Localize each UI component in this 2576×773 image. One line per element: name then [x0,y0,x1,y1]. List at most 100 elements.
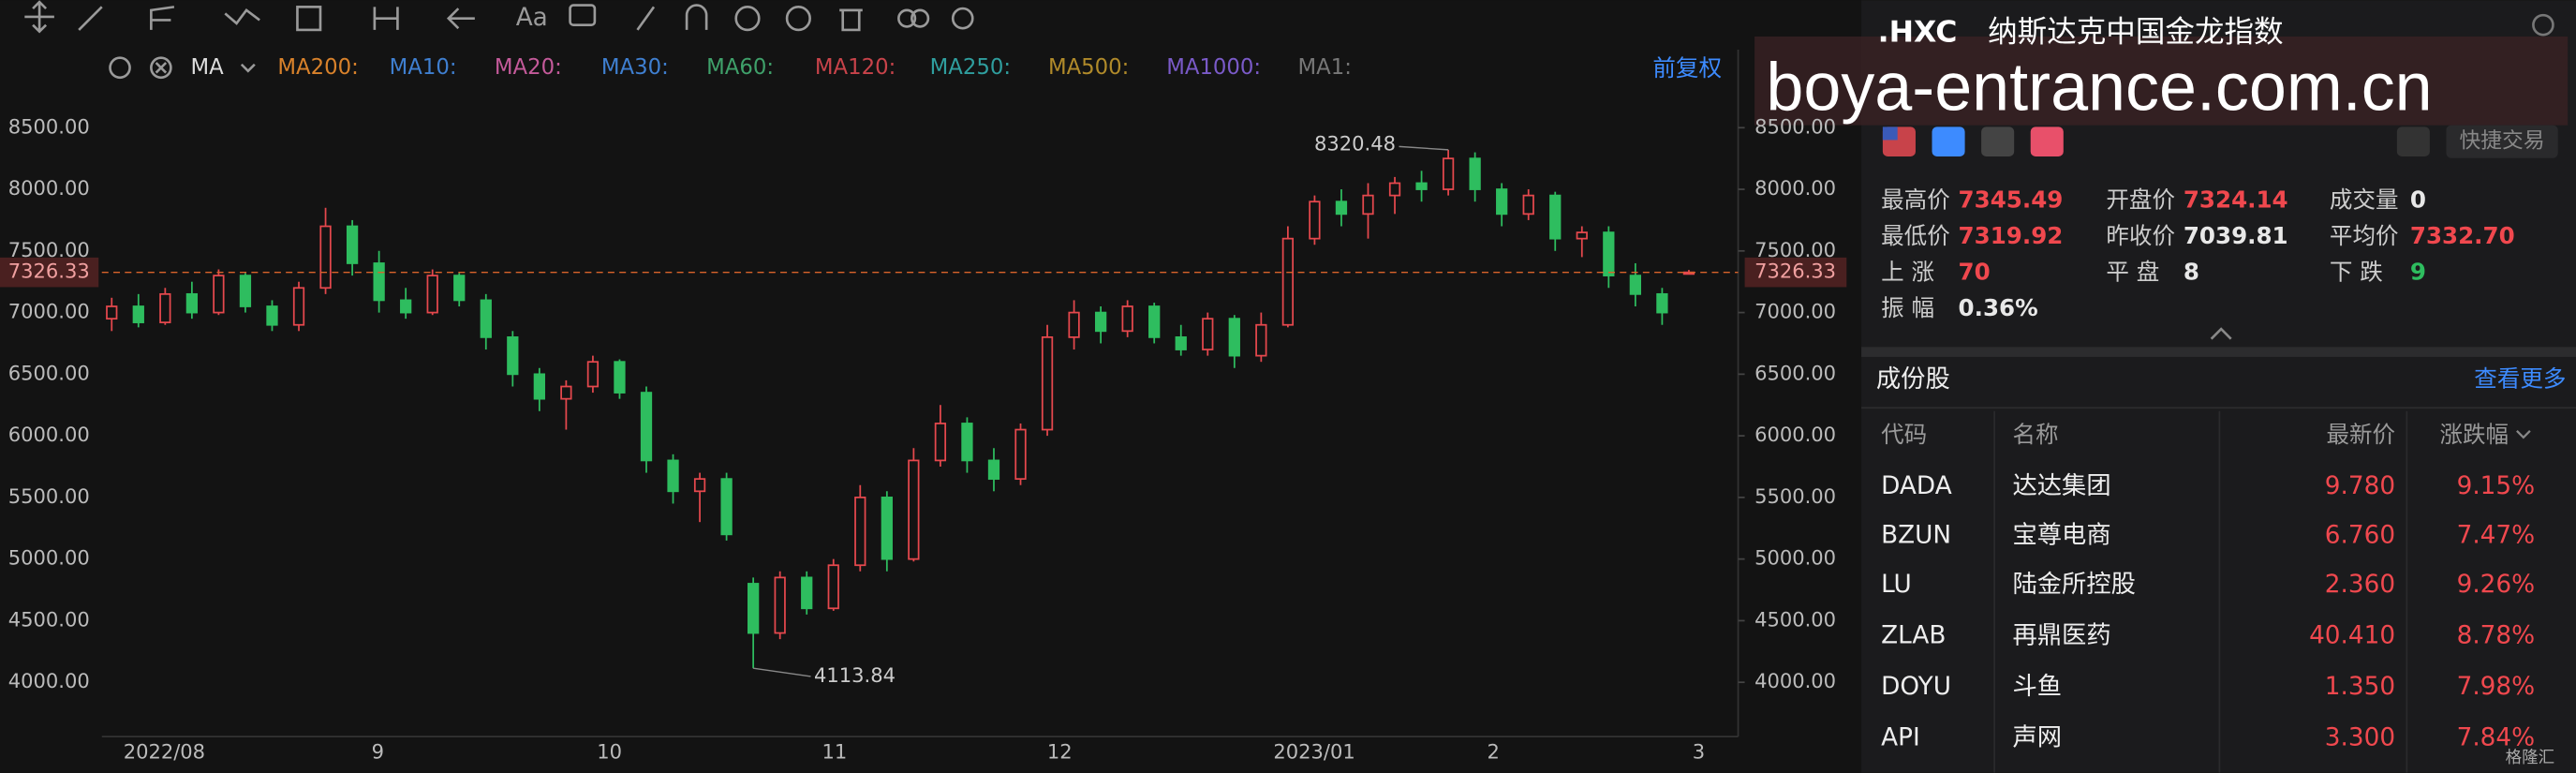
wave-tool[interactable] [224,8,260,25]
ma-close-icon[interactable] [150,56,172,80]
x-tick-label: 9 [372,740,384,764]
candle-body [720,478,733,536]
hide-tool[interactable] [785,6,811,32]
table-cell: 7.84% [2457,723,2536,751]
ma-item[interactable]: MA120: [815,55,896,80]
ma-item[interactable]: MA60: [706,55,774,80]
pen-tool[interactable] [636,6,656,31]
move-tool[interactable] [24,0,54,34]
constituents-title: 成份股 [1876,365,1950,394]
trade-button[interactable]: 快捷交易 [2460,129,2545,154]
column-separators [1993,410,2408,773]
table-cell: 9.26% [2457,571,2536,599]
table-cell[interactable]: DADA [1881,472,1952,500]
stat-label: 平 盘 [2106,258,2159,285]
ma-item[interactable]: MA500: [1048,55,1129,80]
stat-value: 8 [2184,258,2199,285]
candle-body [934,423,947,462]
candle-body [1228,318,1240,357]
y-tick-label: 8500.00 [8,114,90,138]
candle-body [881,497,893,560]
ma-label[interactable]: MA [190,55,224,80]
stat-label: 振 幅 [1881,294,1934,321]
table-cell[interactable]: ZLAB [1881,622,1946,650]
overlay-tool[interactable] [897,8,917,28]
alert-icon[interactable] [2396,126,2430,156]
y-tick-label-right: 5500.00 [1754,484,1836,508]
candle-body [319,225,332,290]
x-tick-label: 2 [1488,740,1500,764]
measure-tool[interactable] [296,6,322,32]
price-banner [1754,36,2569,126]
candle-body [667,459,679,493]
candle-body [1309,201,1321,240]
candle-body [1335,201,1348,216]
fib-tool[interactable] [150,6,175,30]
last-price-tag-left [0,257,99,288]
lock-tool[interactable] [734,6,761,32]
note-tool[interactable] [569,4,597,26]
table-cell[interactable]: BZUN [1881,522,1951,550]
panel-settings[interactable] [2532,13,2554,37]
ma-dropdown[interactable] [240,63,256,73]
x-tick-label: 12 [1047,740,1073,764]
stat-value: 7039.81 [2184,222,2288,249]
candle-body [1121,305,1133,333]
line-tool[interactable] [78,6,103,31]
stat-value: 7345.49 [1959,186,2064,213]
table-header: 涨跌幅 [2439,421,2509,448]
settings-tool[interactable] [951,7,974,30]
ma-item[interactable]: MA20: [495,55,562,80]
stat-label: 平均价 [2330,222,2399,249]
ma-item[interactable]: MA1: [1298,55,1352,80]
table-cell[interactable]: LU [1881,571,1912,599]
y-tick-label: 4500.00 [8,607,90,631]
ma-item[interactable]: MA250: [930,55,1011,80]
ma-item[interactable]: MA10: [390,55,457,80]
range-tool[interactable] [373,7,399,30]
magnet-tool[interactable] [685,4,708,30]
table-cell: 6.760 [2325,522,2395,550]
ma-item[interactable]: MA200: [277,55,358,80]
candle-body [292,287,305,326]
x-tick-label: 11 [822,740,848,764]
ma-close-cross [155,62,168,74]
adjust-toggle[interactable]: 前复权 [1652,54,1722,82]
ma-item[interactable]: MA30: [601,55,669,80]
stat-label: 成交量 [2330,186,2399,213]
candle-body [560,385,572,400]
stat-label: 下 跌 [2330,258,2383,285]
y-tick-label: 7500.00 [8,238,90,261]
favorite-icon[interactable] [2030,126,2064,156]
candle-body [1094,311,1107,333]
candle-body [1656,292,1668,314]
chart-icon[interactable] [1932,126,1965,156]
ma-item[interactable]: MA1000: [1166,55,1261,80]
y-tick-label-right: 6000.00 [1754,423,1836,446]
table-cell[interactable]: API [1881,723,1920,751]
overlay-tool[interactable] [910,8,930,28]
candle-body [400,299,412,314]
y-tick-label: 4000.00 [8,669,90,692]
stat-label: 最低价 [1881,222,1950,249]
delete-tool[interactable] [839,8,863,32]
x-tick-label: 10 [597,740,622,764]
candle-body [132,305,144,323]
y-tick-label: 6500.00 [8,361,90,384]
candle-body [1388,182,1401,197]
collapse-chevron[interactable] [2210,327,2232,340]
candle-body [987,459,1000,481]
news-icon[interactable] [1981,126,2015,156]
drawing-toolbar[interactable] [24,0,974,34]
table-cell[interactable]: DOYU [1881,673,1951,701]
arrow-tool[interactable] [446,7,475,30]
candle-body [961,423,973,462]
candle-body [533,373,545,400]
more-link[interactable]: 查看更多 [2474,364,2566,392]
ma-settings-icon[interactable] [109,56,131,80]
text-tool[interactable]: Aa [516,4,548,32]
sort-chevron[interactable] [2516,430,2531,439]
trade-button-bg[interactable] [2446,125,2558,158]
table-cell: 7.47% [2457,522,2536,550]
y-tick-label-right: 4500.00 [1754,607,1836,631]
